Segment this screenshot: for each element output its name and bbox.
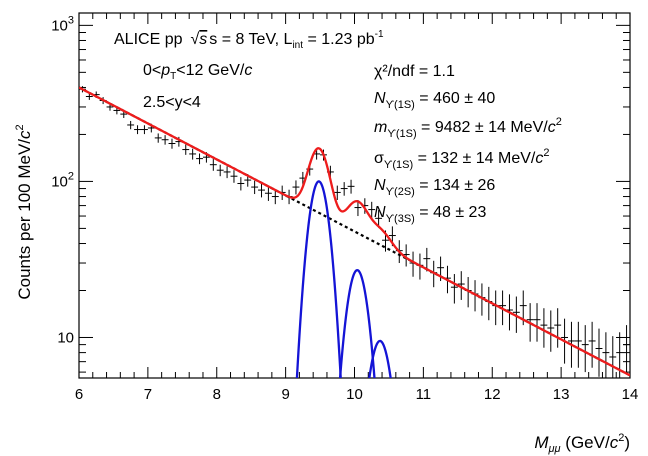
data-point xyxy=(189,148,197,160)
data-point xyxy=(271,189,279,205)
n-3s-label: Nϒ(3S) = 48 ± 23 xyxy=(374,204,486,225)
data-point xyxy=(85,93,93,100)
x-tick-label: 13 xyxy=(553,386,570,403)
data-point xyxy=(588,321,596,368)
x-axis: 6 7 8 9 10 11 12 13 14 xyxy=(75,13,639,403)
data-point xyxy=(540,308,548,348)
data-point xyxy=(581,325,589,373)
data-point xyxy=(457,271,465,300)
x-tick-label: 14 xyxy=(622,386,639,403)
data-point xyxy=(492,290,500,326)
signal-curve-3s xyxy=(368,339,392,378)
n-1s-label: Nϒ(1S) = 460 ± 40 xyxy=(374,90,495,111)
data-point xyxy=(375,210,383,228)
data-point xyxy=(602,332,610,378)
sigma-1s-label: σϒ(1S) = 132 ± 14 MeV/c2 xyxy=(374,147,549,171)
y-tick-label: 102 xyxy=(51,170,74,190)
data-point xyxy=(209,159,217,171)
data-point xyxy=(623,325,630,373)
x-tick-label: 10 xyxy=(346,386,363,403)
y-tick-label: 10 xyxy=(57,329,74,346)
data-point xyxy=(595,328,603,377)
data-point xyxy=(616,332,624,378)
data-point xyxy=(237,177,245,191)
signal-curve-1s xyxy=(295,180,342,378)
data-point xyxy=(134,125,141,135)
data-point xyxy=(264,186,272,201)
y-tick-label: 103 xyxy=(51,14,74,34)
x-axis-title: Mμμ (GeV/c2) xyxy=(534,432,630,455)
experiment-label: ALICE pp √s s = 8 TeV, Lint = 1.23 pb-1 xyxy=(114,29,384,51)
y-axis: 10 102 103 xyxy=(51,14,630,373)
rapidity-label: 2.5<y<4 xyxy=(143,94,201,111)
data-point xyxy=(161,135,169,145)
data-point xyxy=(574,321,582,368)
chi2-label: χ²/ndf = 1.1 xyxy=(374,63,455,80)
data-point xyxy=(127,120,135,130)
data-point xyxy=(450,274,458,304)
y-axis-title: Counts per 100 MeV/c2 xyxy=(14,124,34,299)
data-point xyxy=(154,133,162,143)
x-tick-label: 8 xyxy=(213,386,221,403)
data-point xyxy=(333,185,341,201)
x-tick-label: 9 xyxy=(281,386,289,403)
data-point xyxy=(423,247,431,272)
data-point xyxy=(533,303,541,342)
data-point xyxy=(547,310,555,352)
data-point xyxy=(182,144,190,155)
data-point xyxy=(251,180,259,195)
data-point xyxy=(368,201,376,219)
signal-curve-2s xyxy=(338,269,376,378)
data-point xyxy=(168,138,176,149)
x-tick-label: 6 xyxy=(75,386,83,403)
data-point xyxy=(292,180,300,195)
data-point xyxy=(258,183,265,198)
data-point xyxy=(609,336,617,378)
pt-range-label: 0<pT<12 GeV/c xyxy=(143,62,252,82)
data-point xyxy=(347,179,355,194)
data-point xyxy=(140,125,148,135)
x-tick-label: 12 xyxy=(484,386,501,403)
data-point xyxy=(216,164,224,177)
data-point xyxy=(223,166,231,179)
data-point xyxy=(354,200,362,217)
n-2s-label: Nϒ(2S) = 134 ± 26 xyxy=(374,177,495,198)
signal-curves xyxy=(295,180,392,378)
data-point xyxy=(196,153,203,165)
m-1s-label: mϒ(1S) = 9482 ± 14 MeV/c2 xyxy=(374,116,562,140)
data-point xyxy=(230,170,238,183)
total-fit-curve xyxy=(79,86,630,377)
x-tick-label: 11 xyxy=(416,386,432,403)
data-point xyxy=(554,308,562,348)
data-point xyxy=(340,182,348,196)
x-tick-label: 7 xyxy=(144,386,152,403)
